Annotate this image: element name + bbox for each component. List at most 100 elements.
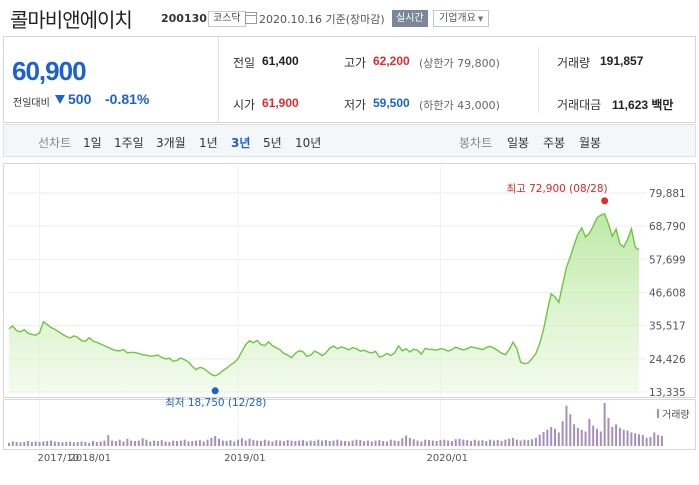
volume-bar <box>607 417 610 446</box>
volume-bar <box>179 440 182 446</box>
volume-bar <box>527 440 530 446</box>
volume-bar <box>420 441 423 446</box>
stat-divider <box>538 47 539 113</box>
volume-bar <box>76 441 79 446</box>
volume-bar <box>363 441 366 446</box>
volume-bar <box>611 426 614 446</box>
tab-1day[interactable]: 1일 <box>83 136 102 150</box>
volume-bar <box>653 432 656 446</box>
volume-bar <box>309 440 312 446</box>
chevron-down-icon: ▼ <box>477 15 484 23</box>
volume-bar <box>126 438 129 446</box>
volume-bar <box>107 435 110 446</box>
volume-bar <box>504 439 507 446</box>
volume-bar <box>229 440 232 446</box>
volume-bar <box>496 440 499 446</box>
low-label: 저가 <box>344 98 367 112</box>
volume-bar <box>92 441 94 446</box>
tab-10year[interactable]: 10년 <box>295 136 322 150</box>
volume-bar <box>95 441 98 446</box>
volume-bar <box>592 425 595 446</box>
volume-bar <box>221 440 224 446</box>
high-value: 62,200 <box>373 54 410 68</box>
volume-bar <box>645 437 648 446</box>
volume-bar <box>473 439 476 446</box>
volume-bar <box>630 432 633 446</box>
x-tick-label: 2017/10 <box>38 453 80 464</box>
volume-bar <box>38 441 41 446</box>
volume-bar <box>122 441 125 446</box>
amount-value: 11,623 백만 <box>612 98 674 112</box>
tab-5year[interactable]: 5년 <box>263 136 282 150</box>
volume-bar <box>332 440 335 446</box>
tab-weekly-candle[interactable]: 주봉 <box>543 136 566 150</box>
volume-bar <box>34 441 37 446</box>
volume-bar <box>515 439 518 446</box>
volume-bar <box>256 440 259 446</box>
volume-bar <box>233 441 236 446</box>
volume-bar <box>366 440 369 446</box>
volume-bar <box>649 436 652 446</box>
candle-chart-label: 봉차트 <box>459 136 493 150</box>
volume-bar <box>492 440 495 446</box>
volume-label: 거래량 <box>557 56 591 70</box>
tab-3month[interactable]: 3개월 <box>156 136 186 150</box>
volume-bar <box>596 428 598 446</box>
tab-daily-candle[interactable]: 일봉 <box>507 136 530 150</box>
volume-bar <box>405 435 408 446</box>
volume-bar <box>195 440 198 446</box>
tab-3year[interactable]: 3년 <box>231 136 251 150</box>
volume-legend-swatch <box>657 409 659 418</box>
volume-bar <box>290 440 293 446</box>
volume-bar <box>534 437 537 446</box>
prev-close-label: 전일 <box>233 56 256 70</box>
volume-bar <box>187 441 190 446</box>
price-panel: 60,900 전일대비 500 -0.81% 전일 61,400 고가 62,2… <box>3 36 696 123</box>
volume-bar <box>340 440 343 446</box>
realtime-button[interactable]: 실시간 <box>392 10 428 27</box>
volume-bar <box>156 441 159 446</box>
volume-bar <box>252 440 255 446</box>
volume-bar <box>263 439 266 446</box>
volume-bar <box>164 441 167 446</box>
volume-bar <box>634 433 637 446</box>
volume-bar <box>279 440 282 446</box>
volume-bar <box>470 441 472 446</box>
chart-canvas: 79,881 68,790 57,699 46,608 35,517 24,426 13,3… <box>3 163 696 464</box>
change-label: 전일대비 <box>13 98 50 109</box>
volume-bar <box>351 440 354 446</box>
volume-bar <box>424 439 427 446</box>
volume-bar <box>240 438 243 446</box>
y-tick-label: 79,881 <box>649 188 686 200</box>
volume-bar <box>374 440 377 446</box>
volume-bar <box>137 440 140 446</box>
tab-1week[interactable]: 1주일 <box>114 136 144 150</box>
volume-bar <box>500 441 503 446</box>
volume-bar <box>65 441 68 446</box>
volume-bar <box>80 441 83 446</box>
current-price-box: 60,900 전일대비 500 -0.81% <box>4 37 219 122</box>
upper-limit: (상한가 79,800) <box>419 57 500 70</box>
volume-bar <box>450 441 453 446</box>
tab-monthly-candle[interactable]: 월봉 <box>579 136 602 150</box>
stock-chart[interactable]: 79,881 68,790 57,699 46,608 35,517 24,426 13,3… <box>3 163 696 483</box>
tab-1year[interactable]: 1년 <box>199 136 218 150</box>
open-value: 61,900 <box>262 96 299 110</box>
volume-bar <box>344 441 346 446</box>
volume-bar <box>69 441 72 446</box>
stock-header: 콜마비앤에이치 200130 코스닥 2020.10.16 기준(장마감) 실시… <box>0 0 699 36</box>
volume-bar <box>317 439 320 446</box>
volume-bar <box>183 439 186 446</box>
volume-bar <box>489 439 492 446</box>
volume-bar <box>485 441 488 446</box>
reference-date: 2020.10.16 기준(장마감) <box>259 13 385 26</box>
change-value: 500 <box>68 91 92 107</box>
volume-bar <box>176 441 178 446</box>
volume-bar <box>660 436 663 446</box>
volume-bar <box>477 440 480 446</box>
volume-bar <box>389 439 392 446</box>
corp-info-dropdown[interactable]: 기업개요 ▼ <box>433 10 490 27</box>
volume-bar <box>244 440 247 446</box>
amount-label: 거래대금 <box>557 98 602 112</box>
volume-bar <box>576 427 579 446</box>
